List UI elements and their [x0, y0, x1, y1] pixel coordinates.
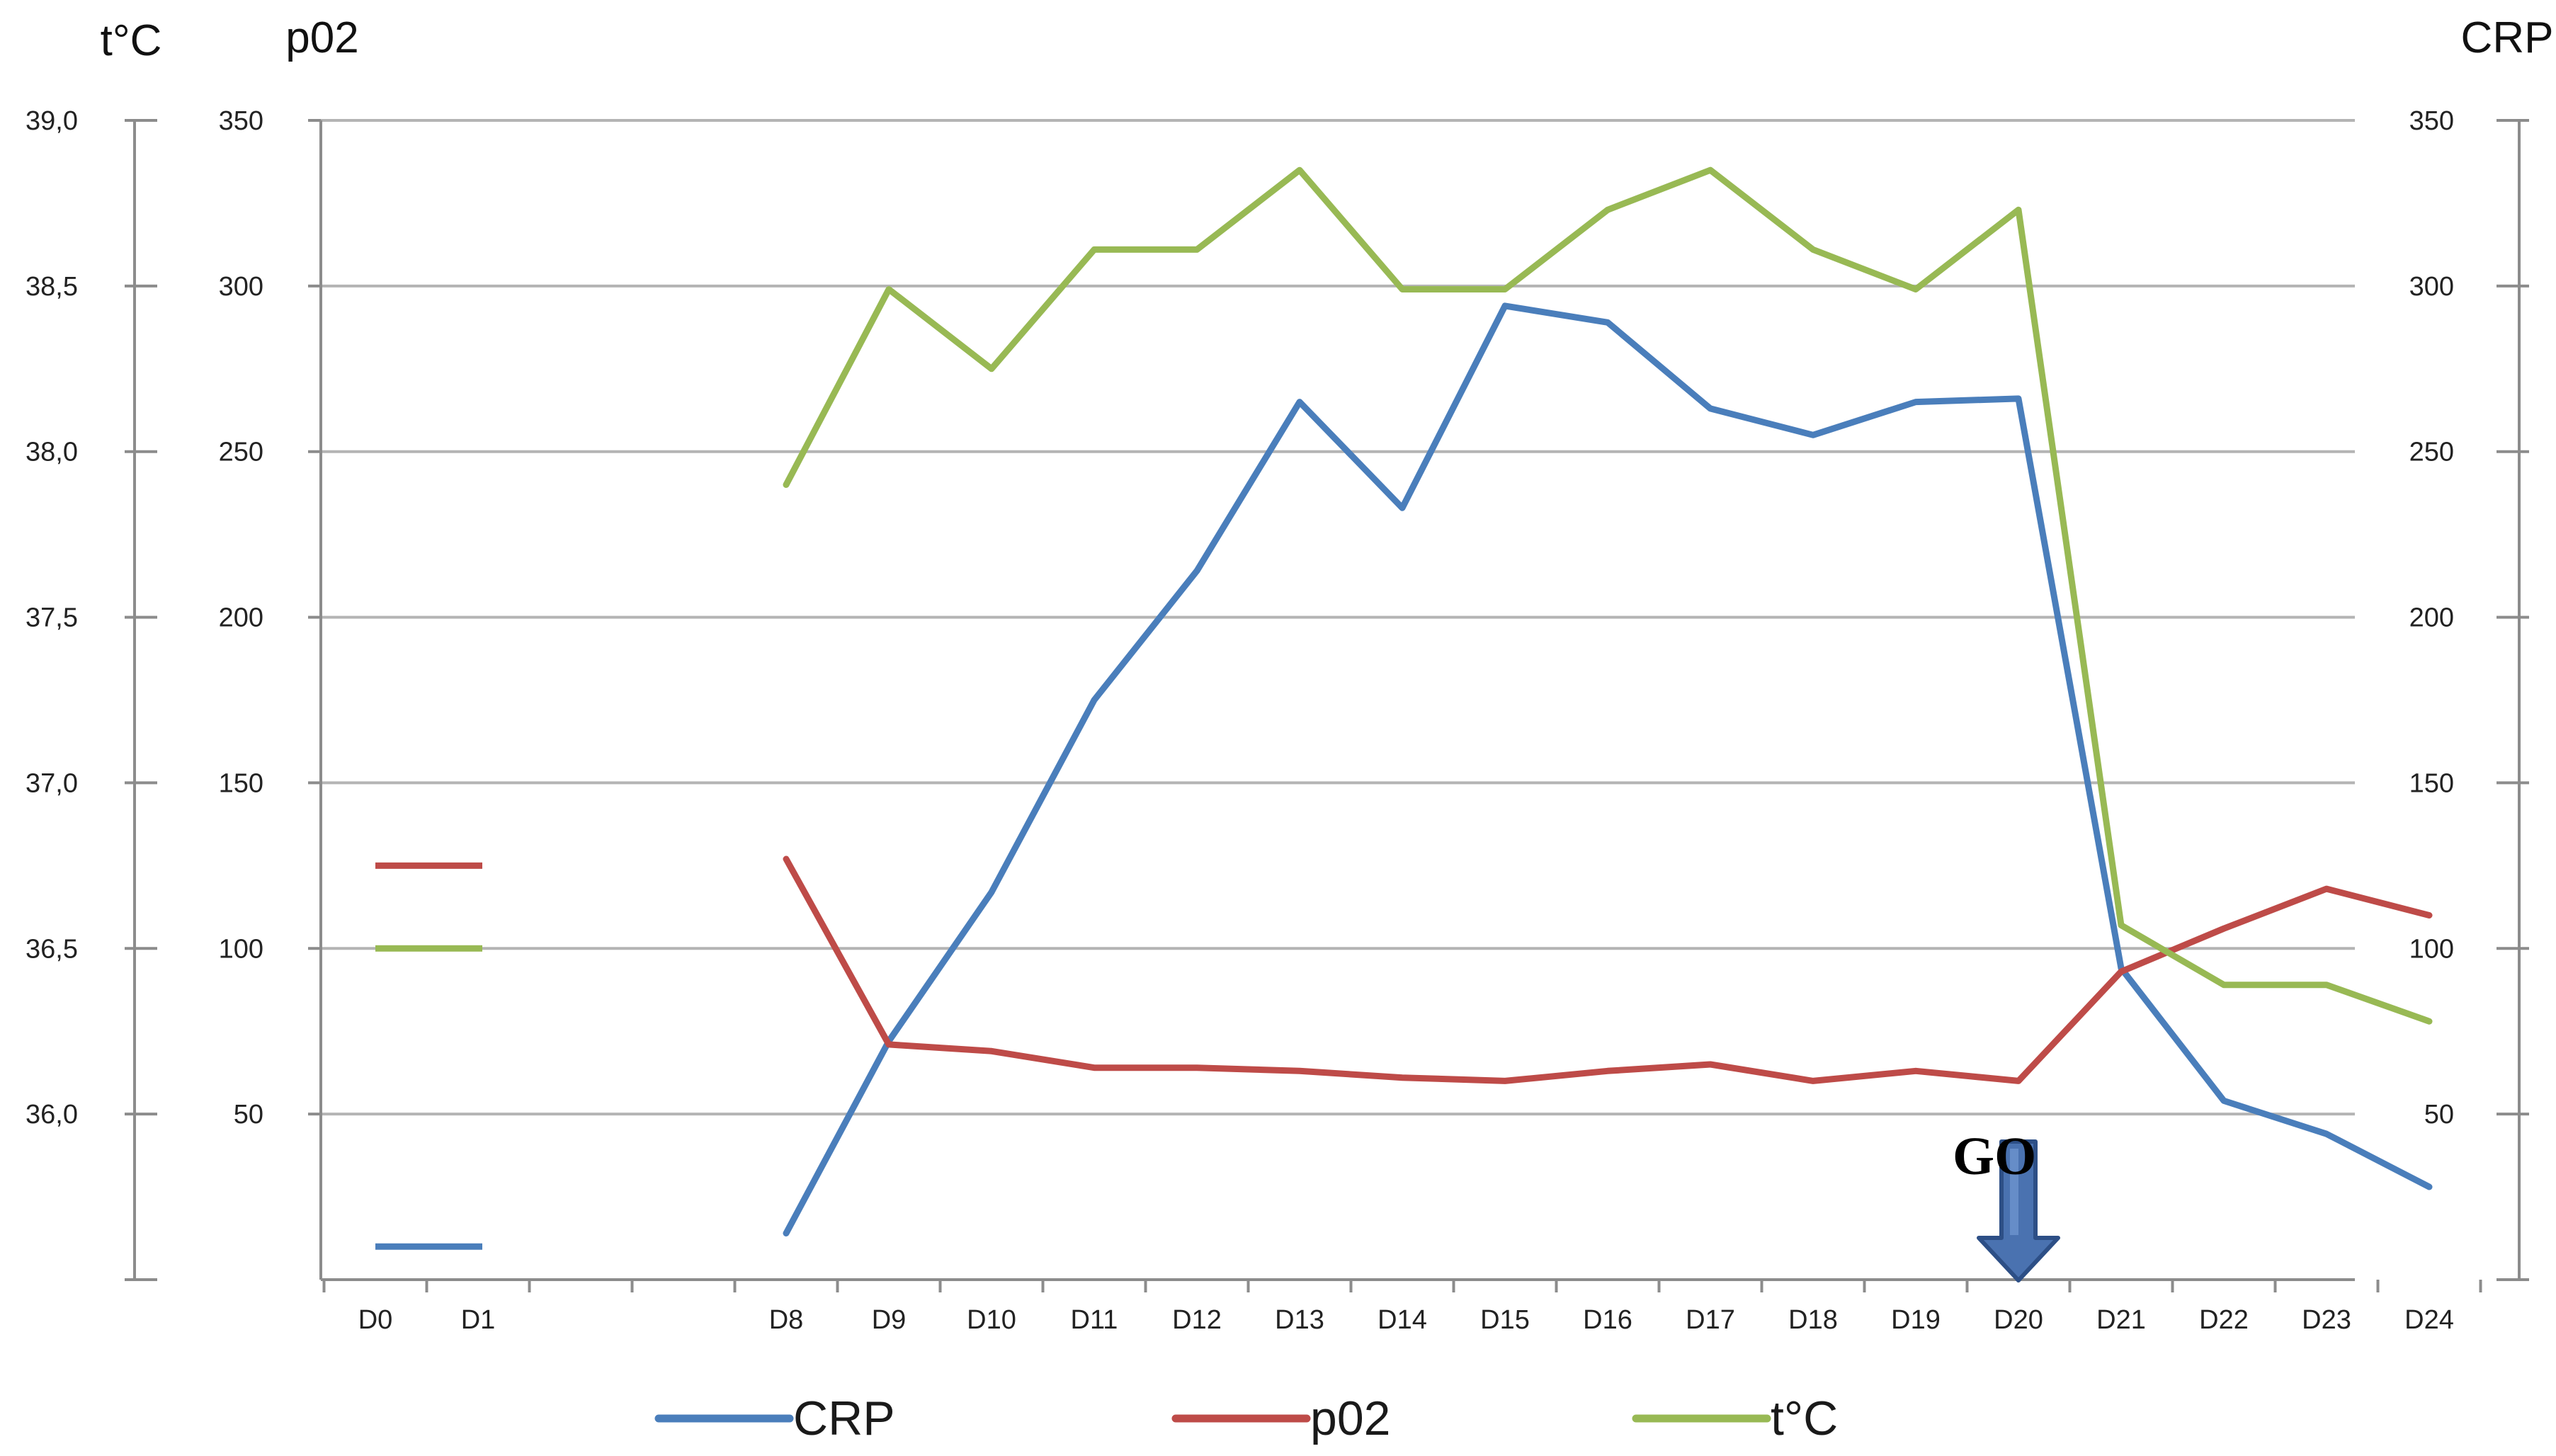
temp-tick-label: 39,0: [25, 106, 78, 136]
crp-tick-label: 350: [2409, 106, 2454, 136]
series-line: [783, 166, 2433, 1025]
series-crp: [375, 302, 2433, 1250]
x-tick-label: D23: [2302, 1305, 2351, 1335]
axes: [133, 120, 2521, 1280]
legend: CRP p02 t°C: [654, 1392, 1838, 1445]
po2-tick-label: 50: [234, 1100, 263, 1130]
go-label: GO: [1953, 1127, 2036, 1186]
temp-axis-ticks: 39,0 38,5 38,0 37,5 37,0 36,5 36,0: [25, 106, 157, 1281]
go-annotation: [1977, 1139, 2060, 1282]
po2-tick-label: 150: [219, 768, 263, 798]
series-line: [783, 855, 2433, 1084]
po2-tick-label: 100: [219, 934, 263, 964]
gridlines: [321, 119, 2355, 1281]
temp-tick-label: 36,5: [25, 934, 78, 964]
x-axis-ticks: D0 D1 D8 D9 D10 D11 D12 D13 D14 D15 D16 D17 D18 D19 D2…: [322, 1280, 2482, 1335]
crp-tick-label: 50: [2424, 1100, 2454, 1130]
x-tick-label: D11: [1071, 1305, 1118, 1335]
x-tick-label: D12: [1172, 1305, 1222, 1335]
crp-tick-label: 200: [2409, 603, 2454, 633]
po2-axis-ticks: 350 300 250 200 150 100 50: [219, 106, 321, 1130]
legend-item: CRP: [654, 1392, 895, 1445]
x-tick-label: D0: [358, 1305, 393, 1335]
series-line: [783, 302, 2433, 1236]
x-tick-label: D22: [2199, 1305, 2249, 1335]
temp-tick-label: 37,0: [25, 768, 78, 798]
x-tick-label: D1: [461, 1305, 496, 1335]
temp-axis-title: t°C: [101, 16, 162, 65]
x-tick-label: D18: [1788, 1305, 1838, 1335]
temp-tick-label: 36,0: [25, 1100, 78, 1130]
crp-tick-label: 250: [2409, 438, 2454, 467]
x-tick-label: D8: [769, 1305, 804, 1335]
go-arrow-highlight: [2010, 1149, 2018, 1235]
crp-tick-label: 100: [2409, 934, 2454, 964]
crp-tick-label: 300: [2409, 272, 2454, 302]
series-p02: [375, 855, 2433, 1084]
legend-item: t°C: [1632, 1392, 1838, 1445]
x-tick-label: D16: [1583, 1305, 1632, 1335]
x-tick-label: D9: [872, 1305, 907, 1335]
crp-axis-ticks: 350 300 250 200 150 100 50: [2409, 106, 2529, 1281]
x-tick-label: D24: [2404, 1305, 2454, 1335]
temp-tick-label: 38,5: [25, 272, 78, 302]
po2-tick-label: 350: [219, 106, 263, 136]
x-tick-label: D21: [2096, 1305, 2146, 1335]
temp-tick-label: 37,5: [25, 603, 78, 633]
po2-tick-label: 200: [219, 603, 263, 633]
crp-tick-label: 150: [2409, 768, 2454, 798]
x-tick-label: D17: [1686, 1305, 1735, 1335]
series-lines: [375, 166, 2433, 1250]
x-tick-label: D14: [1378, 1305, 1427, 1335]
temp-tick-label: 38,0: [25, 438, 78, 467]
legend-label: t°C: [1771, 1392, 1838, 1445]
x-tick-label: D20: [1994, 1305, 2043, 1335]
po2-axis-title: p02: [285, 13, 358, 62]
po2-tick-label: 250: [219, 438, 263, 467]
x-tick-label: D13: [1275, 1305, 1324, 1335]
po2-tick-label: 300: [219, 272, 263, 302]
x-tick-label: D19: [1891, 1305, 1941, 1335]
crp-axis-title: CRP: [2461, 13, 2554, 62]
legend-label: CRP: [793, 1392, 895, 1445]
legend-label: p02: [1310, 1392, 1390, 1445]
x-tick-label: D15: [1480, 1305, 1530, 1335]
series-tc: [375, 166, 2433, 1025]
legend-item: p02: [1171, 1392, 1390, 1445]
x-tick-label: D10: [967, 1305, 1016, 1335]
